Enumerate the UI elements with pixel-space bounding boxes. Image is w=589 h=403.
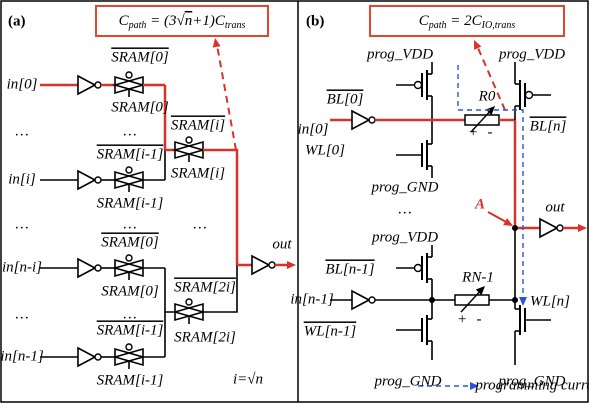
label: out [545,199,565,215]
inverter [540,219,557,237]
arrow-head [287,261,296,269]
label: - [477,311,482,327]
formula-part: path [428,20,447,31]
formula-part: trans [225,20,246,31]
label: programming current [474,377,589,393]
inverter-bubble [95,177,101,183]
label: … [123,306,136,322]
label: + [468,124,478,140]
label: … [123,123,136,139]
label: prog_GND [371,179,439,195]
label: in[n-1] [290,291,334,307]
label: - [488,124,493,140]
formula: Cpath = 2CIO,trans [419,13,516,31]
gate-bubble [126,344,132,350]
node [512,297,518,303]
gate-bubble [526,92,533,99]
label: BL[0] [327,91,364,107]
label: in[i] [8,171,36,187]
label: prog_VDD [498,46,565,62]
wire [488,212,508,223]
panel-label: (a) [8,13,26,29]
label: BL[n] [530,118,567,134]
inverter-bubble [269,262,275,268]
gate-bubble [186,299,192,305]
diagram: Cpath = (3√n+1)Ctrans Cpath = 2CIO,trans… [0,0,589,403]
formula-part: = 2C [447,13,483,29]
inverter-bubble [369,297,375,303]
gate-bubble [186,137,192,143]
formula-part: IO,trans [481,20,516,31]
label: SRAM[i-1] [97,146,164,162]
arrow-head [519,297,527,306]
label: WL[0] [305,142,345,158]
inverter [78,171,95,189]
inverter [352,291,369,309]
label: R0 [478,88,496,104]
label: prog_VDD [371,229,438,245]
inverter-bubble [95,354,101,360]
label: … [15,306,28,322]
inverter [78,76,95,94]
label: SRAM[0] [101,283,159,299]
inverter [352,111,369,129]
label: SRAM[2i] [174,329,236,345]
label: SRAM[0] [101,234,159,250]
label: … [123,216,136,232]
panel-label: (b) [306,13,324,29]
label: out [272,236,292,252]
label: SRAM[0] [111,99,169,115]
label: in[0] [298,121,329,137]
label: … [193,216,206,232]
wire [217,45,236,150]
label: WL[n] [530,293,570,309]
label: SRAM[0] [111,49,169,65]
formula-part: +1)C [192,13,226,29]
gate-bubble [126,255,132,261]
gate-bubble [126,167,132,173]
label: RN-1 [461,269,494,285]
label: i=√n [233,371,263,387]
label: … [15,216,28,232]
arrow-head [474,40,481,50]
inverter [252,256,269,274]
label: in[n-i] [2,259,42,275]
inverter [78,259,95,277]
point-label: A [474,196,485,212]
inverter [78,348,95,366]
label: WL[n-1] [304,323,357,339]
label: SRAM[i] [171,165,225,181]
label: in[0] [7,76,38,92]
label: + [457,311,467,327]
inverter-bubble [95,265,101,271]
node [429,297,435,303]
label: … [15,123,28,139]
label: BL[n-1] [325,261,374,277]
label: … [398,201,411,217]
inverter-bubble [369,117,375,123]
label: prog_VDD [366,46,433,62]
formula: Cpath = (3√n+1)Ctrans [119,13,246,31]
label: SRAM[i-1] [97,195,164,211]
gate-bubble [415,265,422,272]
label: SRAM[i-1] [97,322,164,338]
gate-bubble [126,72,132,78]
arrow-head [578,224,587,232]
formula-part: path [128,20,147,31]
label: in[n-1] [0,348,44,364]
formula-part: n [185,13,193,29]
inverter-bubble [95,82,101,88]
inverter-bubble [557,225,563,231]
label: SRAM[i-1] [97,372,164,388]
arrow-head [213,38,221,48]
label: SRAM[i] [171,117,225,133]
label: SRAM[2i] [174,279,236,295]
label: prog_GND [374,373,442,389]
formula-part: = (3 [146,13,176,29]
gate-bubble [415,82,422,89]
